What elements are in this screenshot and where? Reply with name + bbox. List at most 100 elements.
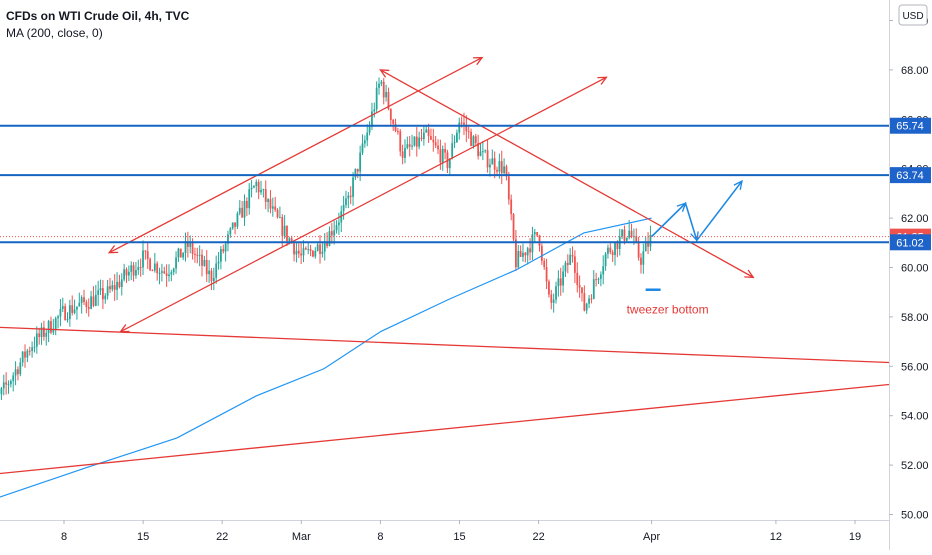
y-tick-label: 68.00 xyxy=(901,65,929,77)
candle-body xyxy=(163,271,166,274)
candle-body xyxy=(127,271,130,276)
candle-body xyxy=(184,241,187,253)
candle-body xyxy=(616,241,619,250)
candle-body xyxy=(189,242,192,247)
candle-body xyxy=(604,253,607,267)
y-tick-label: 54.00 xyxy=(901,411,929,423)
y-tick-label: 58.00 xyxy=(901,312,929,324)
candle-body xyxy=(76,306,78,310)
candle-body xyxy=(413,136,416,146)
candle-body xyxy=(472,136,475,146)
projection-arrowhead xyxy=(676,202,687,212)
candle-body xyxy=(352,177,354,197)
trendline xyxy=(108,56,483,254)
candle-body xyxy=(392,119,395,124)
candle-body xyxy=(276,209,279,218)
candle-body xyxy=(540,245,543,261)
candle-body xyxy=(279,217,281,219)
candle-body xyxy=(120,279,123,287)
candle-body xyxy=(307,249,310,251)
candle-body xyxy=(212,277,215,282)
candle-body xyxy=(588,298,590,304)
candle-body xyxy=(578,285,581,288)
candle-body xyxy=(19,362,22,375)
candle-body xyxy=(382,81,385,98)
candle-body xyxy=(531,234,534,253)
candle-body xyxy=(123,269,126,280)
candle-body xyxy=(80,297,83,303)
candle-body xyxy=(295,250,298,255)
candle-body xyxy=(611,252,614,256)
candle-body xyxy=(592,279,595,299)
candle-body xyxy=(543,260,546,268)
candle-body xyxy=(545,267,548,282)
x-tick-label: 22 xyxy=(532,531,544,543)
candle-body xyxy=(208,270,210,275)
candle-body xyxy=(45,332,48,337)
candle-body xyxy=(574,256,576,273)
candle-body xyxy=(349,195,352,197)
candle-body xyxy=(590,298,593,300)
candle-body xyxy=(61,306,64,309)
candle-body xyxy=(585,303,588,311)
candle-body xyxy=(522,252,524,257)
candle-body xyxy=(191,242,194,254)
candle-body xyxy=(623,229,626,241)
candle-body xyxy=(267,199,269,202)
candle-body xyxy=(165,273,168,276)
candle-body xyxy=(300,253,303,256)
candle-body xyxy=(66,319,69,321)
candle-body xyxy=(375,87,378,110)
candle-body xyxy=(345,198,347,205)
x-tick-label: Apr xyxy=(643,531,660,543)
candle-body xyxy=(361,143,364,153)
candle-body xyxy=(420,137,423,140)
candle-body xyxy=(116,281,118,290)
candle-body xyxy=(425,129,428,133)
candle-body xyxy=(198,254,201,256)
candle-body xyxy=(644,242,647,252)
candle-body xyxy=(139,267,142,269)
candle-body xyxy=(486,150,489,168)
candle-body xyxy=(179,248,182,258)
candle-body xyxy=(290,238,293,244)
candle-body xyxy=(399,131,402,152)
candle-body xyxy=(255,181,258,187)
candle-body xyxy=(444,148,446,153)
candle-body xyxy=(2,382,5,389)
candle-body xyxy=(28,350,31,352)
candle-body xyxy=(64,306,67,320)
candle-body xyxy=(500,161,503,174)
candle-body xyxy=(297,250,300,254)
candle-body xyxy=(637,241,640,258)
candle-body xyxy=(59,308,62,317)
candle-body xyxy=(394,123,397,132)
candle-body xyxy=(356,168,359,172)
currency-label: USD xyxy=(902,11,923,22)
price-axis xyxy=(889,0,932,550)
candle-body xyxy=(630,230,633,237)
candle-body xyxy=(517,251,520,268)
candle-body xyxy=(227,234,229,244)
candle-body xyxy=(132,265,135,276)
candle-body xyxy=(479,151,482,157)
candle-body xyxy=(111,285,114,290)
candle-body xyxy=(607,247,609,254)
candle-body xyxy=(467,131,470,133)
candle-body xyxy=(14,369,17,376)
candle-body xyxy=(170,272,173,275)
candle-body xyxy=(533,232,536,235)
candle-body xyxy=(293,243,295,255)
candle-body xyxy=(614,241,616,256)
candle-body xyxy=(526,248,529,256)
candle-body xyxy=(253,186,255,188)
candle-body xyxy=(236,213,239,227)
trendline-arrowhead xyxy=(119,324,130,333)
candle-body xyxy=(460,122,463,124)
candle-body xyxy=(562,271,564,286)
candle-body xyxy=(510,199,513,215)
candle-body xyxy=(250,187,253,190)
candle-body xyxy=(78,302,81,307)
candle-body xyxy=(583,293,586,311)
candle-body xyxy=(201,254,203,266)
